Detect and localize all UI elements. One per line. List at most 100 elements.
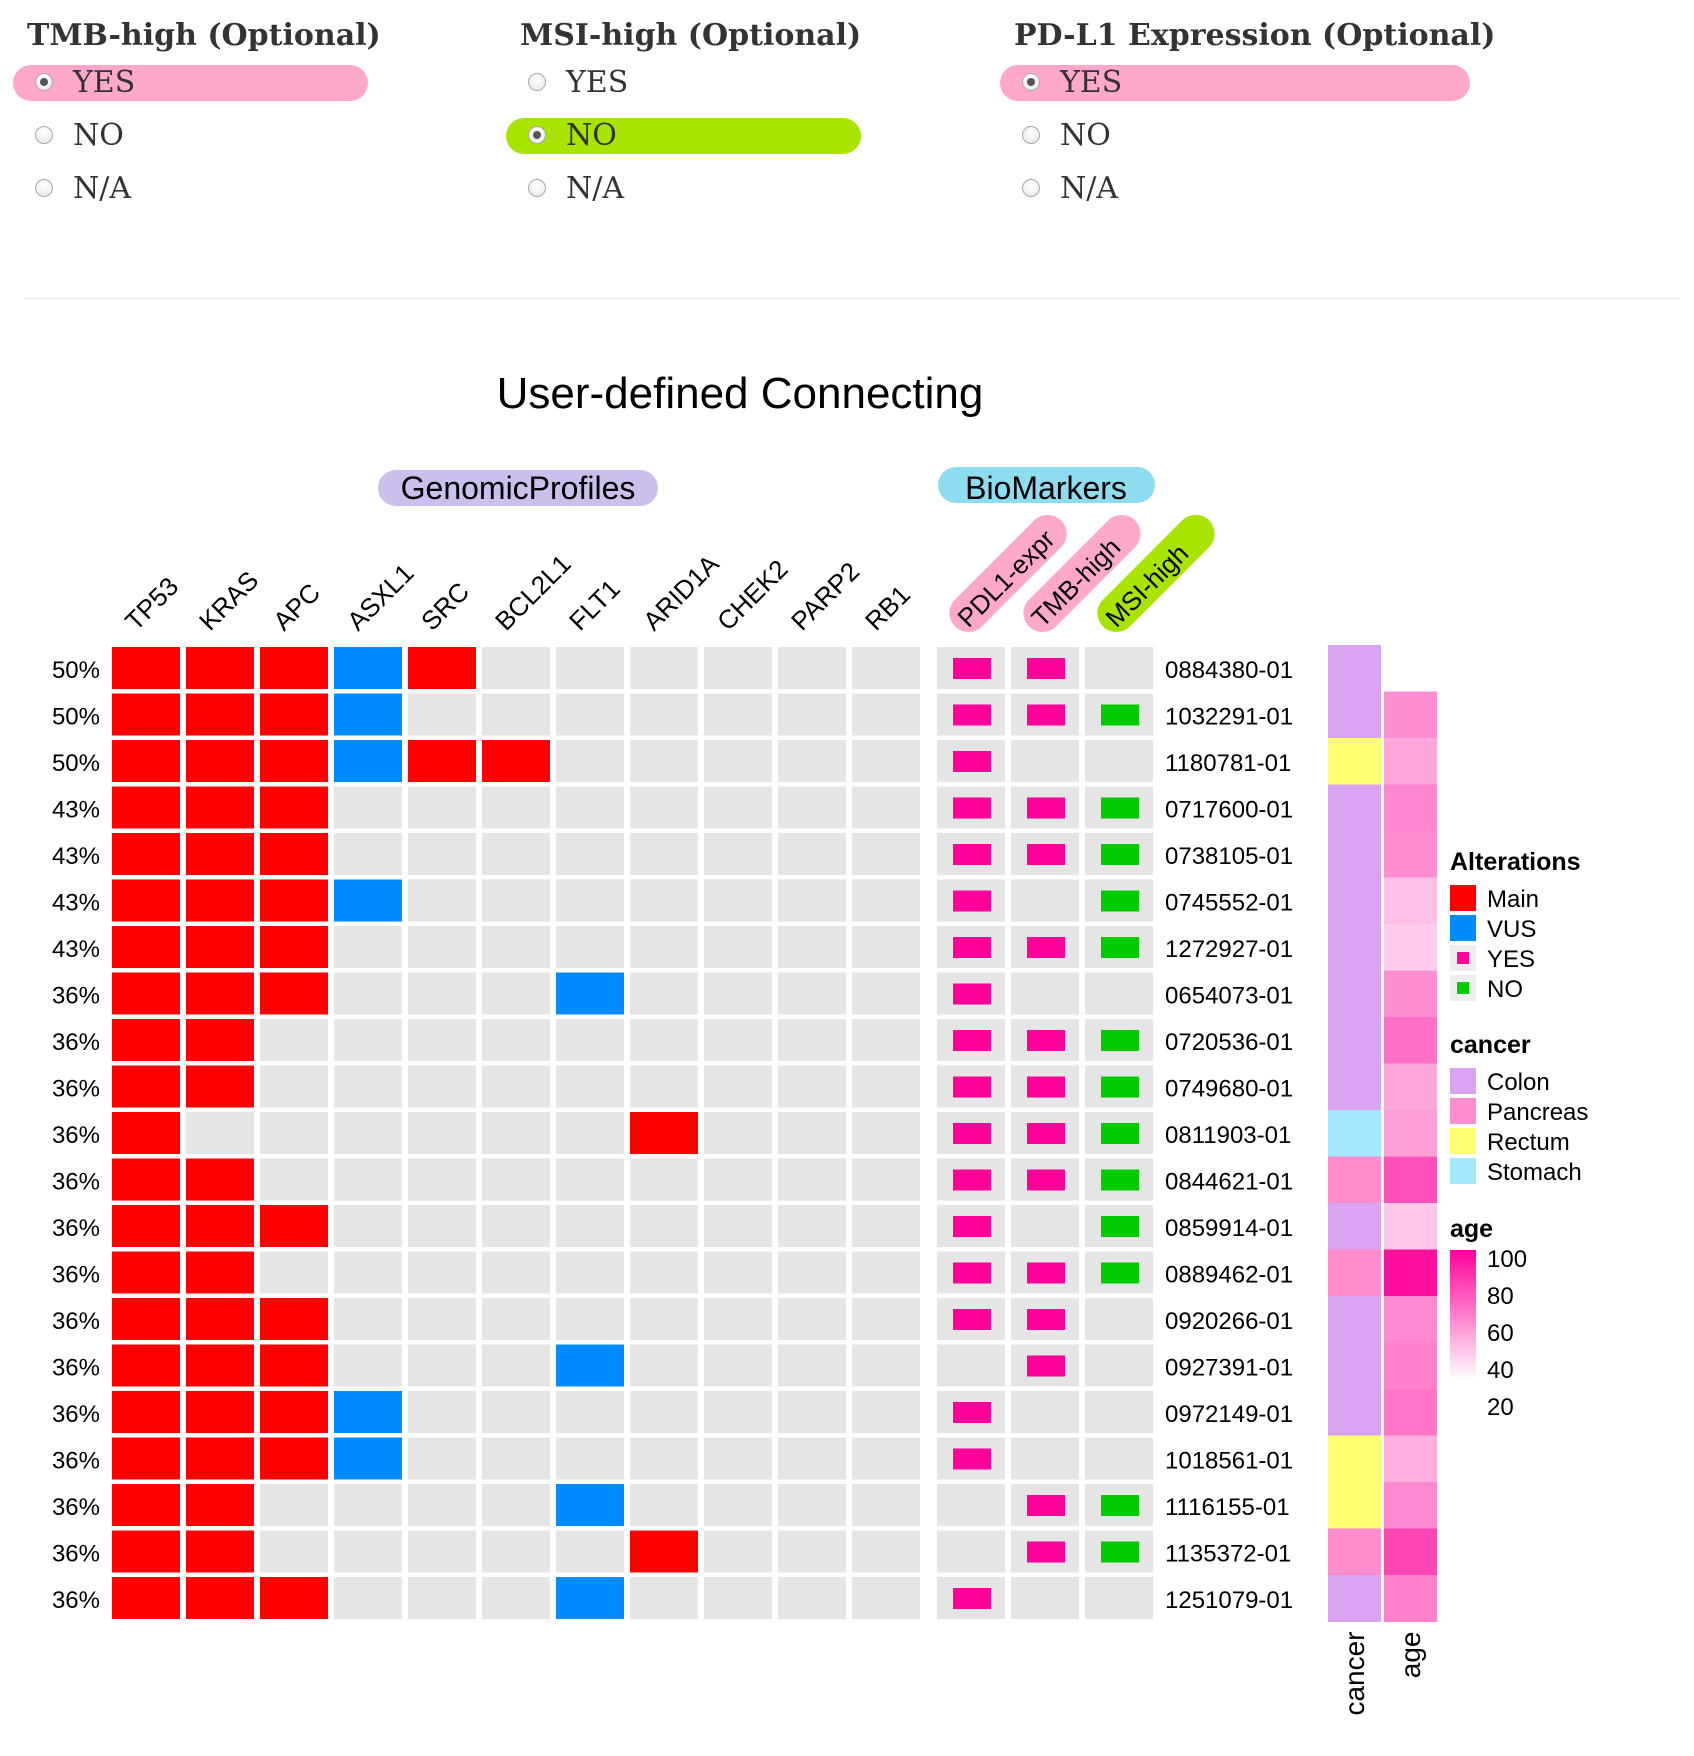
empty-cell [482,1298,550,1340]
empty-cell [852,926,920,968]
biomarker-yes-mark [953,1588,991,1609]
empty-cell [556,833,624,875]
empty-cell [482,1437,550,1480]
vus-alteration-cell [334,740,402,782]
age-annotation-cell [1384,1063,1437,1111]
empty-cell [778,1484,846,1526]
biomarker-yes-mark [953,1309,991,1330]
biomarker-no-mark [1101,1262,1139,1284]
radio-option-no[interactable]: NO [1012,112,1432,165]
empty-cell [852,1251,920,1294]
genomic-pill [378,470,658,506]
vus-alteration-cell [556,1577,624,1619]
vus-alteration-cell [334,693,402,736]
empty-cell [408,879,476,922]
radio-option-yes[interactable]: YES [1000,59,1470,112]
empty-cell [778,740,846,782]
main-alteration-cell [112,972,180,1015]
empty-cell [260,1484,328,1526]
empty-cell [482,786,550,829]
empty-cell [704,926,772,968]
main-alteration-cell [186,1484,254,1526]
biomarker-yes-mark [1027,1076,1065,1098]
cancer-annotation-cell [1328,1017,1381,1064]
radio-button[interactable] [528,179,546,197]
empty-cell [482,1251,550,1294]
cancer-annotation-cell [1328,1435,1381,1483]
biomarker-yes-mark [1027,704,1065,726]
biomarker-yes-mark [1027,1495,1065,1516]
empty-cell [1011,972,1079,1015]
radio-button[interactable] [1022,179,1040,197]
radio-button[interactable] [528,73,546,91]
cancer-annotation-cell [1328,645,1381,692]
radio-option-na[interactable]: N/A [25,165,445,218]
main-alteration-cell [260,786,328,829]
empty-cell [630,1344,698,1387]
radio-button[interactable] [35,73,53,91]
biomarker-yes-mark [1027,937,1065,958]
biomarker-yes-mark [1027,1123,1065,1144]
row-percent: 43% [52,890,100,917]
cancer-annotation-cell [1328,1296,1381,1343]
radio-option-yes[interactable]: YES [518,59,938,112]
sample-id: 0927391-01 [1165,1355,1293,1382]
sample-id: 1018561-01 [1165,1448,1293,1475]
cancer-annotation-cell [1328,1249,1381,1297]
empty-cell [408,972,476,1015]
age-annotation-cell [1384,970,1437,1018]
radio-option-no[interactable]: NO [506,112,938,165]
empty-cell [630,972,698,1015]
empty-cell [778,1112,846,1154]
main-alteration-cell [260,926,328,968]
radio-option-no[interactable]: NO [25,112,445,165]
main-alteration-cell [112,1158,180,1201]
empty-cell [630,1391,698,1433]
legend-label: NO [1487,976,1523,1003]
biomarker-yes-mark [1027,1030,1065,1051]
selection-highlight [1000,65,1470,101]
empty-cell [334,1251,402,1294]
empty-cell [778,1577,846,1619]
radio-button[interactable] [528,126,546,144]
option-group-title: MSI-high (Optional) [520,18,862,53]
empty-cell [704,693,772,736]
empty-cell [778,1205,846,1247]
row-percent: 36% [52,1355,100,1382]
empty-cell [630,1251,698,1294]
empty-cell [852,1065,920,1108]
empty-cell [1085,1344,1153,1387]
row-percent: 50% [52,704,100,731]
main-alteration-cell [112,1205,180,1247]
empty-cell [334,926,402,968]
biomarker-yes-mark [1027,1541,1065,1563]
empty-cell [1011,1577,1079,1619]
cancer-annotation-cell [1328,784,1381,832]
biomarker-yes-mark [953,844,991,865]
empty-cell [852,1391,920,1433]
empty-cell [408,1019,476,1061]
radio-button[interactable] [1022,126,1040,144]
empty-cell [778,1019,846,1061]
empty-cell [482,1205,550,1247]
empty-cell [852,972,920,1015]
sample-id: 0720536-01 [1165,1029,1293,1056]
radio-option-na[interactable]: N/A [518,165,938,218]
main-alteration-cell [260,972,328,1015]
biomarker-yes-mark [1027,1355,1065,1377]
main-alteration-cell [112,1251,180,1294]
row-percent: 36% [52,1541,100,1568]
empty-cell [556,786,624,829]
radio-label: NO [566,118,617,153]
biomarker-no-mark [1101,1076,1139,1098]
radio-option-na[interactable]: N/A [1012,165,1432,218]
radio-button[interactable] [35,126,53,144]
age-column-label: age [1395,1632,1426,1679]
biomarker-yes-mark [953,983,991,1005]
legend-title-cancer: cancer [1450,1031,1531,1059]
radio-button[interactable] [35,179,53,197]
main-alteration-cell [112,1298,180,1340]
empty-cell [1011,879,1079,922]
radio-button[interactable] [1022,73,1040,91]
radio-option-yes[interactable]: YES [13,59,445,112]
